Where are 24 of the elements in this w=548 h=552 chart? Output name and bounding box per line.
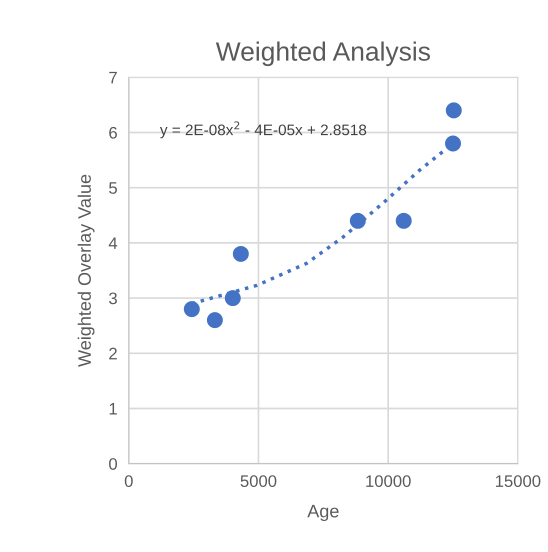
y-tick-label: 2	[109, 348, 117, 360]
point	[232, 246, 249, 262]
y-tick-label: 0	[109, 458, 118, 470]
x-tick-label: 15000	[496, 475, 540, 488]
x-tick-label: 5000	[240, 475, 276, 488]
point	[446, 102, 462, 118]
x-tick-label: 0	[124, 475, 133, 488]
y-tick-label: 1	[110, 403, 117, 415]
point	[350, 212, 366, 229]
y-tick-label: 4	[108, 237, 118, 249]
annotation: y = 2E-08x$^{2}$ - 4E-05x + 2.8518	[160, 121, 366, 138]
point	[206, 312, 223, 328]
y-tick-label: 5	[109, 182, 117, 194]
x-tick-label: 10000	[366, 475, 411, 488]
point	[184, 301, 200, 318]
y-tick-label: 7	[109, 72, 117, 84]
y-tick-label: 3	[109, 292, 117, 304]
y-axis-title: Weighted Overlay Value	[78, 174, 95, 367]
chart-title: Weighted Analysis	[216, 41, 430, 66]
point	[445, 136, 461, 152]
point	[224, 290, 241, 306]
point	[396, 212, 412, 229]
x-axis-title: Age	[307, 504, 339, 522]
y-tick-label: 6	[109, 126, 117, 139]
